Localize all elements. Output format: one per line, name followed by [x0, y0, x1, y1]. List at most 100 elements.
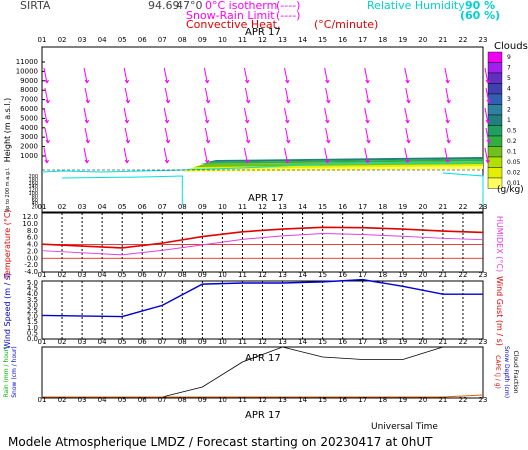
wind-barb-head — [127, 139, 131, 144]
hour-tick-label: 16 — [338, 271, 347, 279]
wind-speed-tick-label: 1.0 — [27, 324, 38, 332]
hour-tick-label: 03 — [78, 338, 87, 346]
hour-tick-label: 12 — [258, 271, 267, 279]
wind-barb — [485, 87, 490, 104]
hour-tick-label: 02 — [58, 271, 67, 279]
hour-tick-label: 02 — [58, 36, 67, 44]
wind-barb-head — [86, 159, 90, 164]
wind-barb-head — [45, 99, 49, 104]
hour-tick-label: 21 — [438, 203, 447, 211]
hour-tick-label: 20 — [418, 338, 427, 346]
wind-barb — [484, 107, 489, 124]
wind-barb — [444, 147, 449, 164]
wind-barb-head — [285, 79, 288, 84]
wind-barb — [43, 147, 48, 164]
clouds-legend-swatch — [487, 104, 503, 116]
wind-barb — [284, 107, 289, 124]
wind-barb — [243, 107, 248, 124]
forecast-title: Modele Atmospherique LMDZ / Forecast sta… — [8, 435, 433, 449]
wind-barb-head — [285, 159, 288, 164]
wind-barb-head — [247, 119, 250, 124]
station-name: SIRTA — [20, 0, 51, 12]
wind-barb-head — [445, 119, 449, 124]
wind-barb-head — [246, 99, 249, 104]
hour-tick-label: 15 — [318, 338, 327, 346]
wind-barb-head — [167, 139, 171, 144]
hour-tick-label: 15 — [318, 36, 327, 44]
low-height-tick-label: 20 — [32, 205, 38, 211]
clouds-legend-swatch — [487, 167, 503, 179]
wind-barb-head — [204, 79, 208, 84]
wind-barb-head — [406, 139, 410, 144]
hour-tick-label: 04 — [98, 203, 107, 211]
hour-tick-label: 20 — [418, 396, 427, 404]
temperature-tick-label: -2.0 — [24, 261, 38, 269]
wind-barb — [244, 87, 249, 104]
clouds-legend-swatch — [487, 114, 503, 126]
wind-barb — [84, 87, 89, 104]
clouds-legend-level: 5 — [507, 75, 511, 82]
hour-tick-label: 14 — [298, 203, 307, 211]
height-tick-label: 6000 — [20, 105, 38, 113]
temperature-tick-label: 8.0 — [27, 227, 38, 235]
wind-speed-tick-label: 4.0 — [27, 290, 38, 298]
hour-tick-label: 12 — [258, 203, 267, 211]
clouds-legend-unit: (g/kg) — [497, 185, 524, 195]
wind-barb-head — [408, 99, 411, 104]
clouds-legend-level: 0.5 — [507, 128, 517, 135]
wind-barb-head — [327, 159, 330, 164]
humidex-line — [41, 232, 484, 256]
wind-barb — [284, 67, 289, 84]
hour-tick-label: 05 — [118, 396, 127, 404]
hour-tick-label: 09 — [198, 396, 207, 404]
hour-tick-label: 01 — [38, 271, 47, 279]
hour-tick-label: 11 — [238, 271, 247, 279]
wind-barb-head — [204, 119, 208, 124]
hour-tick-label: 07 — [158, 338, 167, 346]
hour-tick-label: 22 — [458, 36, 467, 44]
clouds-legend-level: 9 — [507, 54, 511, 61]
wind-barb-head — [87, 99, 91, 104]
wind-barb — [285, 87, 290, 104]
clouds-legend-level: 4 — [507, 86, 511, 93]
hour-tick-label: 21 — [438, 396, 447, 404]
wind-barb — [84, 127, 89, 144]
wind-barb — [444, 67, 449, 84]
wind-barb-head — [407, 119, 410, 124]
hour-tick-label: 04 — [98, 338, 107, 346]
wind-barb-head — [167, 99, 171, 104]
hour-tick-label: 18 — [378, 338, 387, 346]
hour-tick-label: 05 — [118, 338, 127, 346]
hour-tick-label: 02 — [58, 338, 67, 346]
hour-tick-label: 12 — [258, 36, 267, 44]
wind-barb-head — [126, 159, 130, 164]
wind-speed-tick-label: 2.5 — [27, 307, 38, 315]
hour-tick-label: 18 — [378, 396, 387, 404]
wind-barb — [325, 127, 330, 144]
hour-tick-label: 19 — [398, 396, 407, 404]
wind-barb-head — [407, 79, 410, 84]
date-label-top: APR 17 — [245, 27, 281, 38]
wind-barb — [243, 147, 248, 164]
hour-tick-label: 03 — [78, 271, 87, 279]
wind-barb — [405, 127, 410, 144]
low-height-tick-label: 160 — [28, 181, 38, 187]
wind-barb — [123, 107, 128, 124]
date-label-3: APR 17 — [245, 353, 281, 364]
low-height-tick-label: 60 — [32, 198, 38, 204]
wind-barb-head — [487, 159, 490, 164]
wind-barb-head — [366, 99, 370, 104]
hour-tick-label: 15 — [318, 271, 327, 279]
wind-barb — [244, 127, 249, 144]
wind-barb — [324, 67, 329, 84]
wind-barb-head — [405, 119, 409, 124]
hour-tick-label: 04 — [98, 36, 107, 44]
hour-tick-label: 06 — [138, 338, 147, 346]
wind-barb — [83, 147, 88, 164]
wind-barb — [163, 107, 168, 124]
wind-barb — [163, 67, 168, 84]
wind-speed-tick-label: 2.0 — [27, 313, 38, 321]
wind-barb-head — [446, 99, 450, 104]
hour-tick-label: 05 — [118, 36, 127, 44]
hour-tick-label: 08 — [178, 203, 187, 211]
